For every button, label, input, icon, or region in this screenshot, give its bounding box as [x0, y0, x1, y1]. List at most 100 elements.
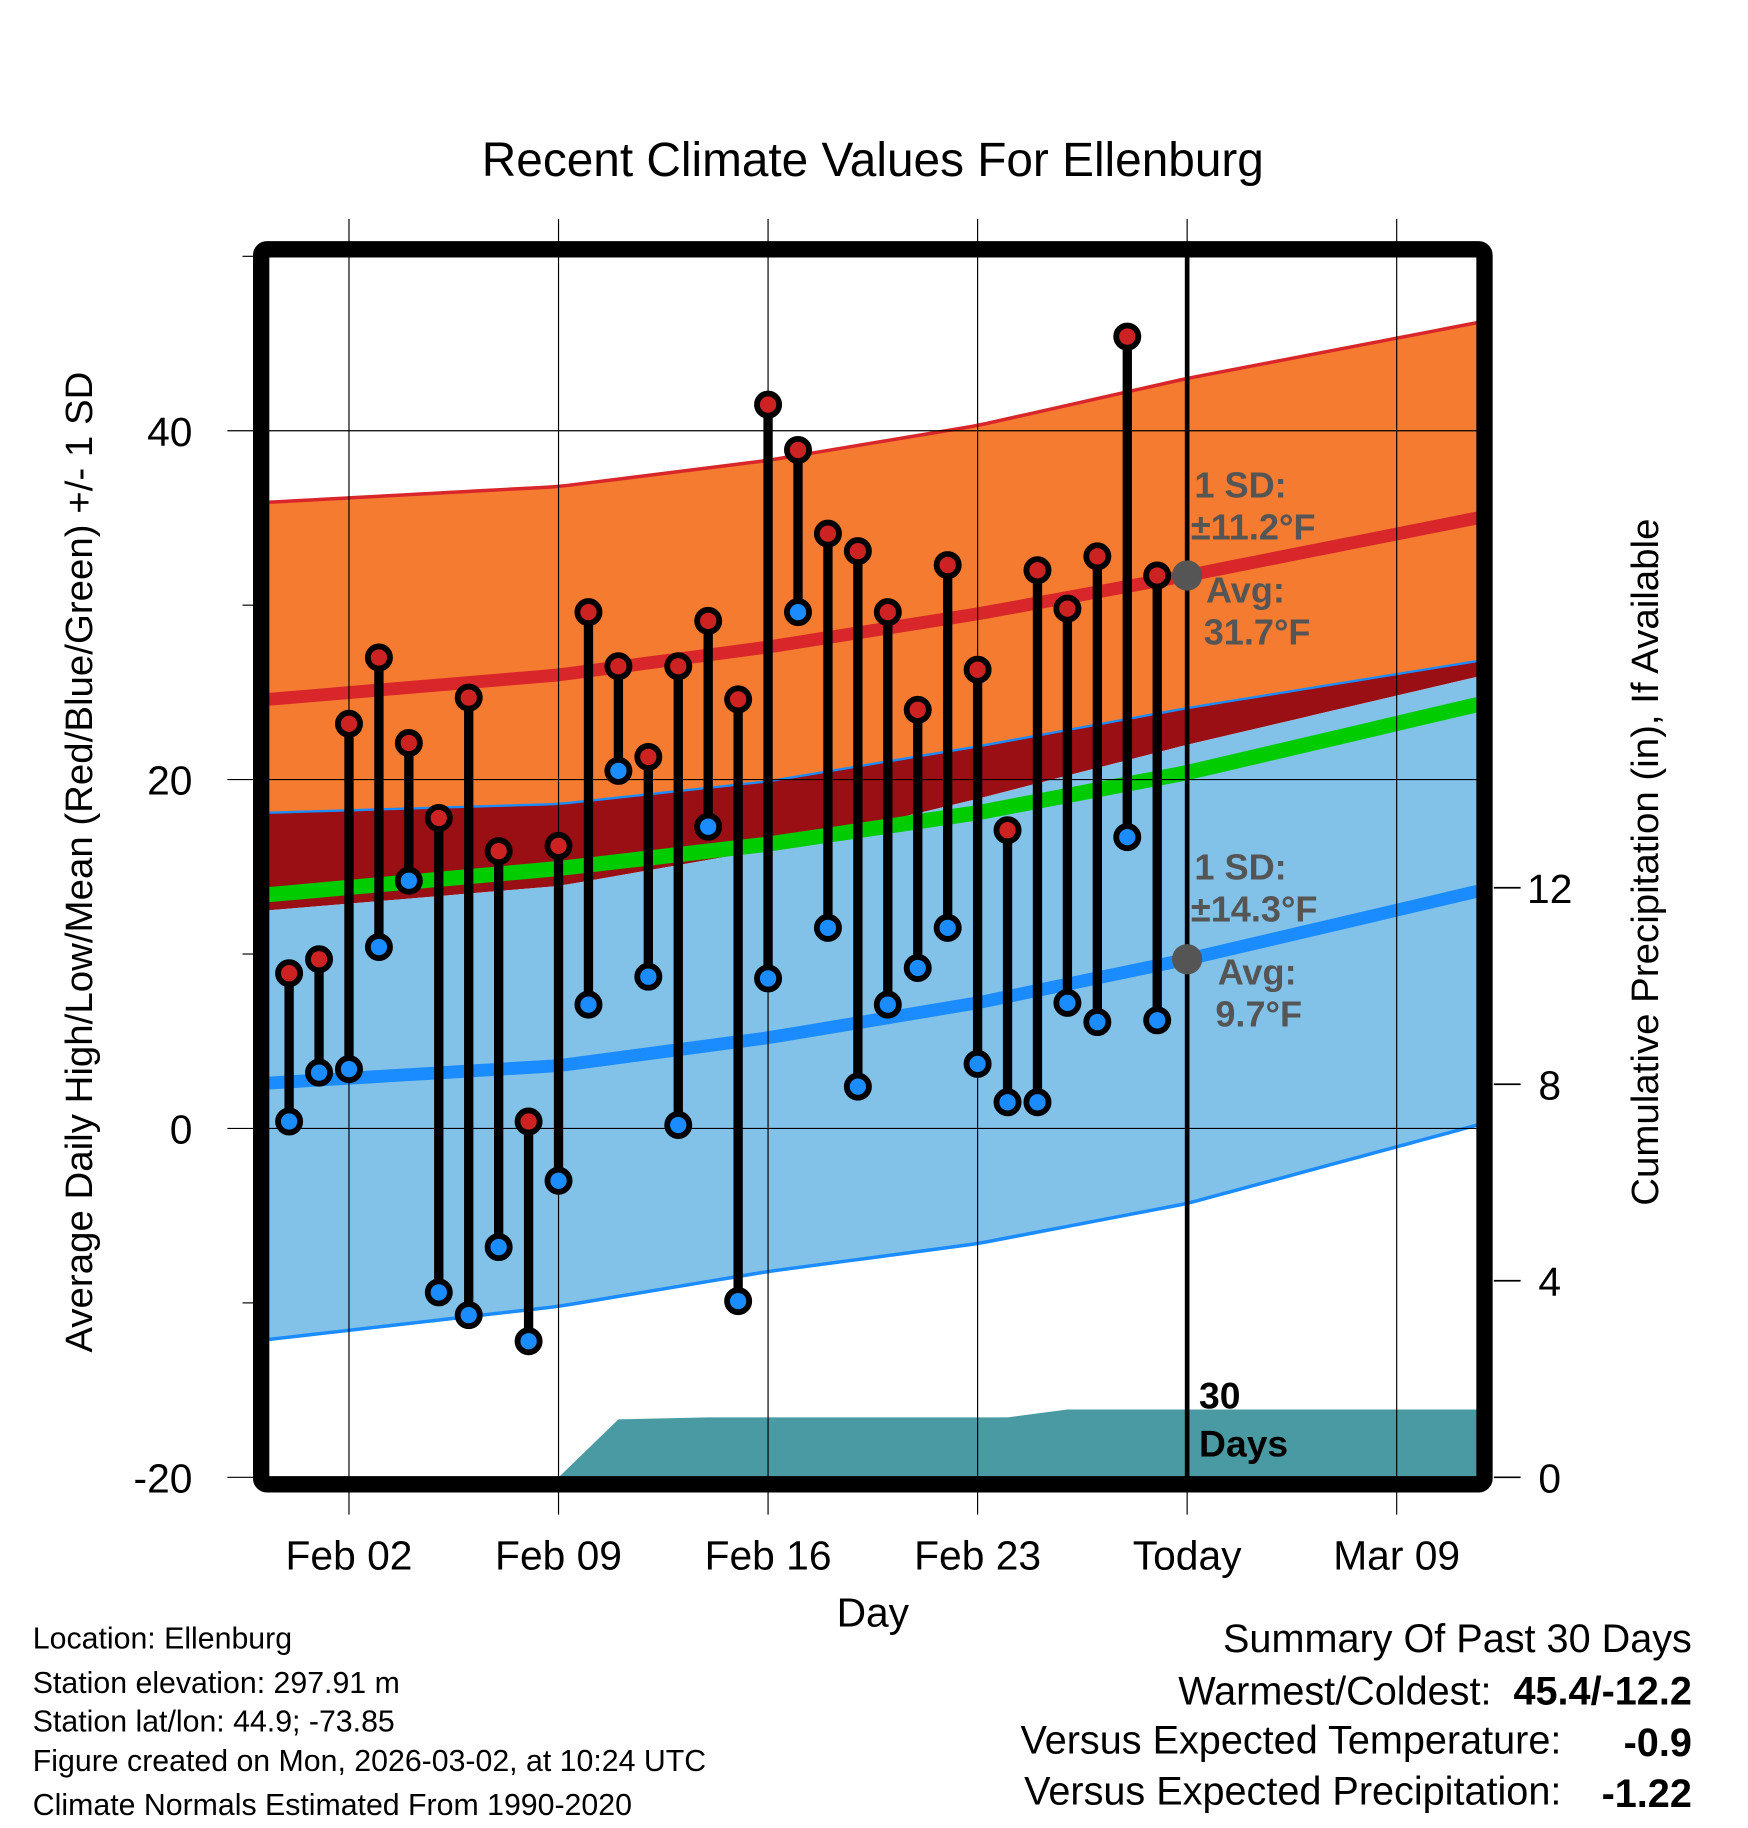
- window-days-label: Days: [1199, 1422, 1288, 1464]
- low-point: [993, 1088, 1022, 1117]
- high-sd-value: ±11.2°F: [1191, 506, 1316, 547]
- low-point: [694, 812, 723, 841]
- high-point: [574, 598, 603, 627]
- high-point: [514, 1107, 543, 1136]
- high-avg-value: 31.7°F: [1204, 611, 1311, 652]
- plot-frame: [253, 241, 1493, 1493]
- precipitation-area: [558, 1409, 1478, 1478]
- low-point: [454, 1301, 483, 1330]
- high-sd-band: [268, 322, 1478, 813]
- high-point: [903, 695, 932, 724]
- high-point: [544, 831, 573, 860]
- observed-values: [275, 256, 1203, 1478]
- low-point: [305, 1058, 334, 1087]
- high-point: [1113, 322, 1142, 351]
- high-mean-line: [267, 511, 1479, 706]
- high-point: [664, 652, 693, 681]
- low-point: [784, 598, 812, 627]
- axes: -20 0 20 40 0 4 8 12 Feb 02 Feb 09 Feb 16 Feb 23 Tod…: [134, 241, 1572, 1578]
- y-tick-label: 20: [147, 758, 192, 804]
- high-point: [813, 519, 842, 548]
- high-point: [1053, 594, 1082, 623]
- high-point: [305, 945, 334, 974]
- x-tick-label: Feb 23: [914, 1532, 1041, 1578]
- low-point: [843, 1072, 872, 1101]
- low-sd-value: ±14.3°F: [1191, 889, 1318, 930]
- high-point: [754, 390, 783, 419]
- summary-temp-value: -0.9: [1624, 1721, 1692, 1765]
- summary-temp-label: Versus Expected Temperature:: [1020, 1718, 1561, 1762]
- footer-latlon: Station lat/lon: 44.9; -73.85: [33, 1705, 395, 1738]
- summary-precip-value: -1.22: [1602, 1772, 1692, 1816]
- high-point: [454, 683, 483, 712]
- chart-title: Recent Climate Values For Ellenburg: [482, 134, 1264, 187]
- summary-title: Summary Of Past 30 Days: [1223, 1617, 1692, 1661]
- summary-warm-cold-label: Warmest/Coldest:: [1178, 1670, 1491, 1714]
- x-tick-label: Today: [1133, 1532, 1242, 1578]
- low-point: [394, 866, 423, 895]
- high-point: [394, 728, 423, 757]
- high-point: [694, 606, 723, 635]
- low-point: [754, 964, 783, 993]
- low-point: [664, 1110, 693, 1139]
- low-point: [724, 1287, 753, 1316]
- y-right-tick-label: 12: [1527, 866, 1572, 912]
- low-point: [424, 1278, 453, 1307]
- low-point: [903, 954, 932, 982]
- high-sd-label: 1 SD:: [1194, 464, 1286, 505]
- y-right-tick-label: 8: [1538, 1062, 1561, 1108]
- x-tick-label: Feb 02: [286, 1532, 413, 1578]
- low-point: [873, 990, 902, 1019]
- low-avg-label: Avg:: [1218, 951, 1297, 992]
- x-axis-label: Day: [837, 1589, 910, 1635]
- high-point: [784, 435, 812, 464]
- footer-elevation: Station elevation: 297.91 m: [33, 1667, 400, 1700]
- high-point: [1143, 561, 1172, 590]
- high-point: [275, 959, 304, 988]
- low-point: [364, 933, 393, 962]
- high-point: [724, 685, 753, 714]
- y-axis-label: Average Daily High/Low/Mean (Red/Blue/Gr…: [58, 372, 101, 1353]
- low-point: [514, 1327, 543, 1356]
- summary-warm-cold-value: 45.4/-12.2: [1513, 1670, 1691, 1714]
- low-point: [933, 913, 962, 942]
- footer-created: Figure created on Mon, 2026-03-02, at 10…: [33, 1745, 706, 1778]
- low-point: [634, 962, 663, 991]
- y-right-axis-label: Cumulative Precipitation (in), If Availa…: [1624, 519, 1667, 1206]
- y-tick-label: 0: [170, 1107, 193, 1153]
- low-point: [604, 756, 633, 785]
- high-point: [1083, 542, 1112, 571]
- precipitation-fill: [558, 1409, 1478, 1478]
- y-tick-label: 40: [147, 409, 192, 455]
- low-point: [544, 1166, 573, 1195]
- high-point: [843, 537, 872, 566]
- high-upper-line: [268, 320, 1478, 505]
- low-point: [813, 913, 842, 942]
- y-right-tick-label: 4: [1538, 1259, 1561, 1305]
- high-point: [634, 742, 663, 771]
- low-point: [1113, 823, 1142, 852]
- x-tick-label: Feb 16: [705, 1532, 832, 1578]
- low-point: [963, 1049, 992, 1078]
- y-right-tick-label: 0: [1538, 1455, 1561, 1501]
- low-point: [1143, 1006, 1172, 1035]
- high-point: [335, 709, 363, 738]
- low-point: [275, 1107, 304, 1136]
- x-tick-label: Mar 09: [1333, 1532, 1460, 1578]
- low-point: [1023, 1088, 1052, 1117]
- high-point: [873, 598, 902, 627]
- high-avg-label: Avg:: [1206, 569, 1285, 610]
- high-point: [993, 816, 1022, 845]
- low-point: [335, 1055, 363, 1084]
- y-tick-label: -20: [134, 1455, 193, 1501]
- summary-precip-label: Versus Expected Precipitation:: [1024, 1770, 1561, 1814]
- high-point: [484, 837, 513, 866]
- footer-location: Location: Ellenburg: [33, 1623, 292, 1656]
- high-point: [1023, 556, 1052, 585]
- high-point: [933, 551, 962, 580]
- today-low-avg-marker: [1171, 944, 1203, 975]
- high-point: [604, 652, 633, 681]
- normal-bands: [267, 320, 1480, 1342]
- today-high-avg-marker: [1171, 560, 1203, 591]
- window-days-number: 30: [1199, 1375, 1240, 1417]
